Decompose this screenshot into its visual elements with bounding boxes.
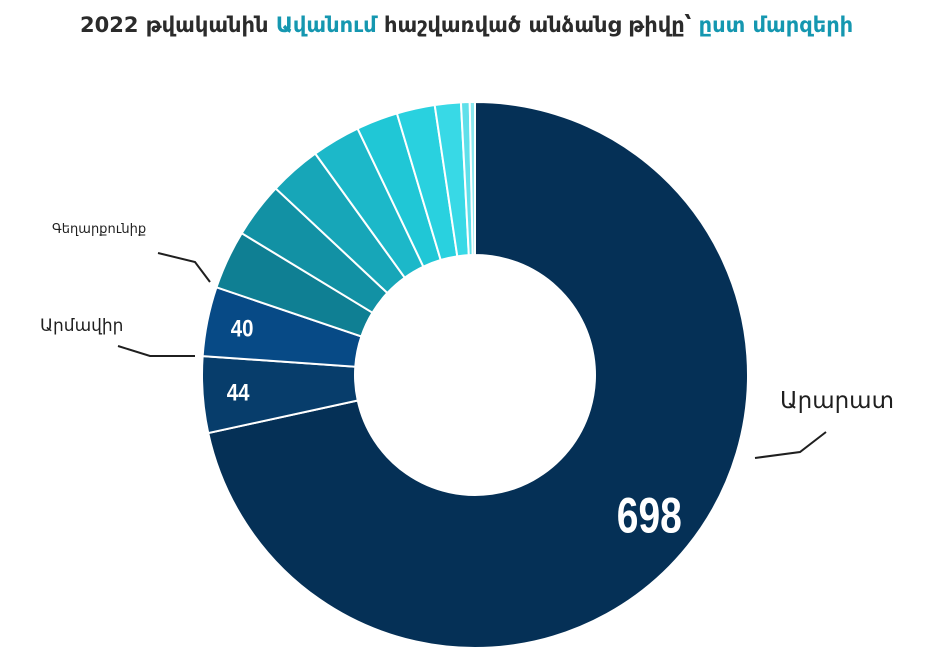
leader-line-0 bbox=[754, 431, 827, 459]
value-label-1: 44 bbox=[227, 379, 250, 406]
title-highlight-1: Ավանում bbox=[275, 13, 377, 37]
title-part-1: թվականին bbox=[145, 13, 269, 37]
donut-slice-0 bbox=[207, 100, 749, 649]
leader-line-2 bbox=[157, 252, 211, 283]
title-highlight-2: ըստ մարզերի bbox=[698, 13, 854, 37]
slice-labels: 698 Արարատ 44 Արմավիր 40 Գեղարքունիք bbox=[40, 222, 894, 544]
value-label-2: 40 bbox=[231, 315, 254, 342]
title-part-2: հաշվառված անձանց թիվը՝ bbox=[383, 13, 692, 37]
value-label-0: 698 bbox=[617, 487, 682, 544]
donut-slices bbox=[201, 100, 749, 649]
category-label-0: Արարատ bbox=[780, 388, 894, 414]
leader-line-1 bbox=[117, 345, 195, 357]
category-label-2: Գեղարքունիք bbox=[52, 222, 146, 237]
label-leader-lines bbox=[117, 252, 827, 459]
donut-slice-11 bbox=[468, 100, 476, 257]
category-label-1: Արմավիր bbox=[40, 316, 123, 336]
chart-title: 2022 թվականին Ավանում հաշվառված անձանց թ… bbox=[80, 12, 880, 39]
title-year: 2022 bbox=[80, 13, 139, 37]
